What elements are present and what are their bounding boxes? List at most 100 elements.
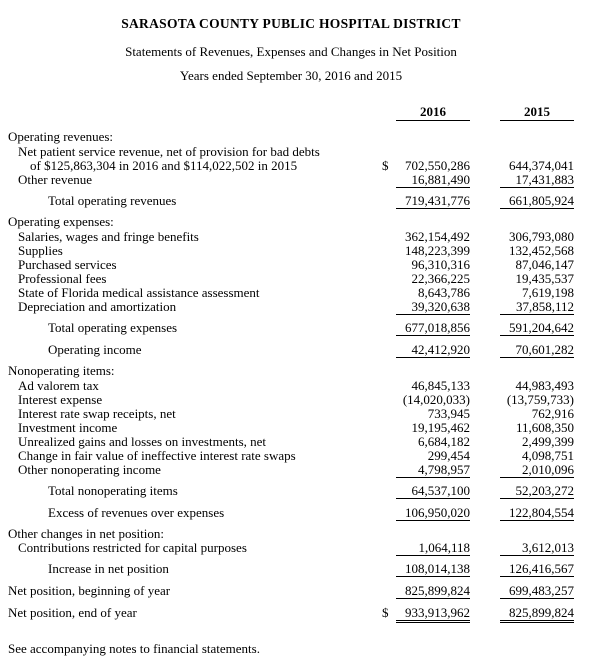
amount-text: 933,913,962 [405, 605, 470, 620]
statement-row: Purchased services 96,310,316 87,046,147 [8, 258, 574, 272]
amount-2016: 22,366,225 [396, 271, 471, 286]
dollar-sign: $ [382, 605, 389, 620]
amount-2016: 16,881,490 [396, 173, 470, 188]
section-header-row: Other changes in net position: [8, 527, 574, 541]
amount-2015: 52,203,272 [500, 484, 574, 499]
amount-text: 677,018,856 [405, 320, 470, 335]
row-label: Unrealized gains and losses on investmen… [18, 434, 267, 449]
amount-2016: 677,018,856 [396, 321, 470, 336]
amount-2015: 122,804,554 [500, 506, 574, 521]
statement-row: Operating income 42,412,920 70,601,282 [8, 343, 574, 358]
row-label: Investment income [18, 420, 118, 435]
statement-row: of $125,863,304 in 2016 and $114,022,502… [8, 159, 574, 173]
column-header-2015: 2015 [500, 105, 574, 121]
amount-2016: 106,950,020 [396, 506, 470, 521]
amount-text: 702,550,286 [405, 158, 470, 173]
statement-row: Depreciation and amortization 39,320,638 3… [8, 300, 574, 315]
amount-text: 299,454 [427, 448, 470, 463]
amount-2015: 87,046,147 [500, 257, 575, 272]
row-label: Depreciation and amortization [18, 299, 177, 314]
amount-2015: 19,435,537 [500, 271, 575, 286]
row-label: Operating expenses: [8, 214, 114, 229]
amount-text: 591,204,642 [509, 320, 574, 335]
statement-row: Net position, end of year $933,913,962 825… [8, 606, 574, 623]
amount-text: 37,858,112 [515, 299, 574, 314]
statement-row: Total operating expenses 677,018,856 591,2… [8, 321, 574, 336]
amount-text: 644,374,041 [509, 158, 574, 173]
amount-text: 719,431,776 [405, 193, 470, 208]
amount-2016: 148,223,399 [396, 244, 470, 258]
amount-2016: 362,154,492 [396, 230, 470, 244]
statement-row: Net position, beginning of year 825,899,8… [8, 584, 574, 599]
amount-2015: 762,916 [500, 407, 574, 421]
amount-text: 8,643,786 [418, 285, 470, 300]
amount-text: 148,223,399 [405, 243, 470, 258]
amount-text: 46,845,133 [411, 378, 471, 393]
row-label: State of Florida medical assistance asse… [18, 285, 260, 300]
row-label: Nonoperating items: [8, 363, 115, 378]
document-subtitle: Statements of Revenues, Expenses and Cha… [125, 44, 457, 59]
row-label: Professional fees [18, 271, 107, 286]
statement-row: Increase in net position 108,014,138 126,4… [8, 562, 574, 577]
row-label: Interest expense [18, 392, 103, 407]
statement-row: Investment income 19,195,462 11,608,350 [8, 421, 574, 435]
amount-text: 17,431,883 [515, 172, 575, 187]
row-label: Other revenue [18, 172, 92, 187]
amount-text: 4,798,957 [418, 462, 470, 477]
amount-text: 11,608,350 [515, 420, 574, 435]
row-label: Increase in net position [48, 561, 169, 576]
amount-2016: 1,064,118 [396, 541, 470, 556]
amount-text: 132,452,568 [509, 243, 574, 258]
row-label: Operating revenues: [8, 129, 114, 144]
statement-row: Net patient service revenue, net of prov… [8, 145, 574, 159]
statement-row: Interest expense (14,020,033) (13,759,733) [8, 393, 574, 407]
column-header-row: 2016 2015 [8, 105, 574, 121]
statement-row: Change in fair value of ineffective inte… [8, 449, 574, 463]
amount-text: (14,020,033) [402, 392, 470, 407]
row-label: Purchased services [18, 257, 117, 272]
amount-2015: 3,612,013 [500, 541, 574, 556]
section-header-row: Operating revenues: [8, 130, 574, 144]
row-label: Ad valorem tax [18, 378, 99, 393]
amount-text: 106,950,020 [405, 505, 470, 520]
amount-2016: 19,195,462 [396, 421, 471, 435]
amount-text: 306,793,080 [509, 229, 574, 244]
amount-2015: 37,858,112 [500, 300, 574, 315]
amount-text: 661,805,924 [509, 193, 574, 208]
amount-2016: 4,798,957 [396, 463, 470, 478]
amount-text: 362,154,492 [405, 229, 470, 244]
amount-text: 87,046,147 [515, 257, 575, 272]
amount-2016: 46,845,133 [396, 378, 471, 393]
amount-2015: (13,759,733) [500, 393, 574, 407]
amount-2015: 306,793,080 [500, 230, 574, 244]
amount-2016: 733,945 [396, 407, 470, 421]
amount-2015: 2,010,096 [500, 463, 574, 478]
amount-text: 42,412,920 [411, 342, 471, 357]
footnote: See accompanying notes to financial stat… [8, 641, 260, 656]
amount-2015: 699,483,257 [500, 584, 574, 599]
amount-text: 122,804,554 [509, 505, 574, 520]
row-label: Contributions restricted for capital pur… [18, 540, 247, 555]
statement-row: Excess of revenues over expenses 106,950,… [8, 506, 574, 521]
amount-text: 108,014,138 [405, 561, 470, 576]
amount-2015: 132,452,568 [500, 244, 574, 258]
row-label: Excess of revenues over expenses [48, 505, 225, 520]
amount-text: 22,366,225 [411, 271, 471, 286]
amount-text: 825,899,824 [509, 605, 574, 620]
statement-row: Ad valorem tax 46,845,133 44,983,493 [8, 379, 574, 393]
amount-text: 70,601,282 [515, 342, 575, 357]
document-title: SARASOTA COUNTY PUBLIC HOSPITAL DISTRICT [121, 16, 461, 31]
row-label: of $125,863,304 in 2016 and $114,022,502… [30, 158, 298, 173]
row-label: Net position, beginning of year [8, 583, 171, 598]
amount-2015: 126,416,567 [500, 562, 574, 577]
row-label: Other nonoperating income [18, 462, 161, 477]
amount-2015: 825,899,824 [500, 606, 574, 623]
amount-text: (13,759,733) [506, 392, 574, 407]
amount-2016: 6,684,182 [396, 435, 470, 449]
row-label: Supplies [18, 243, 63, 258]
amount-2016: 39,320,638 [396, 300, 470, 315]
statement-row: Total operating revenues 719,431,776 661,8… [8, 194, 574, 209]
amount-text: 699,483,257 [509, 583, 574, 598]
amount-text: 19,435,537 [515, 271, 575, 286]
